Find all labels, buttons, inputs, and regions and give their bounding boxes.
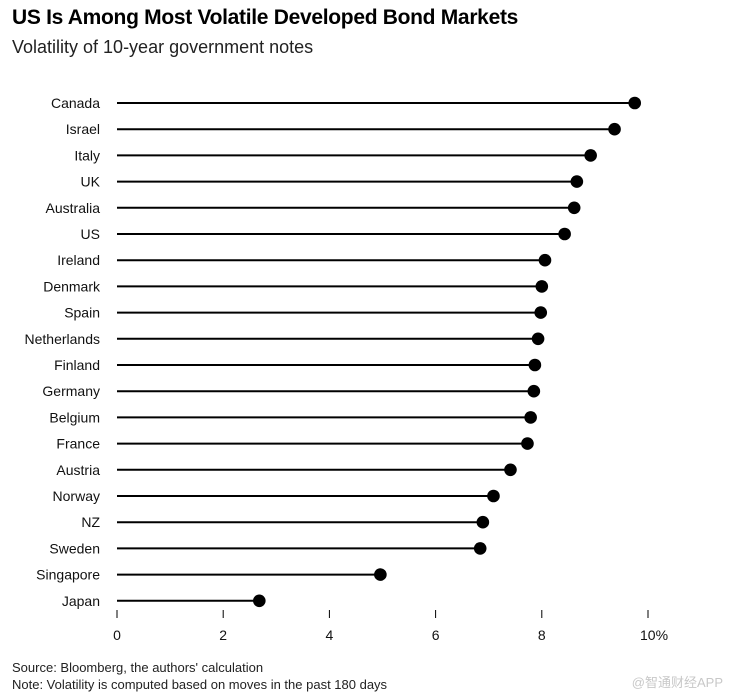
category-label: Ireland bbox=[57, 252, 100, 268]
lollipop-chart: Canada Israel Italy UK Australia US Ireland Den… bbox=[25, 95, 669, 643]
x-tick-label: 4 bbox=[326, 627, 334, 643]
x-tick-label: 8 bbox=[538, 627, 546, 643]
lollipop-point bbox=[567, 201, 581, 215]
lollipop-point bbox=[473, 542, 487, 555]
chart-title: US Is Among Most Volatile Developed Bond… bbox=[12, 6, 519, 29]
category-label: Denmark bbox=[43, 278, 101, 294]
lollipop-point bbox=[524, 411, 537, 424]
category-label: France bbox=[56, 436, 100, 452]
category-label: US bbox=[81, 226, 100, 242]
lollipop-point bbox=[534, 306, 548, 319]
lollipop-point bbox=[531, 332, 545, 346]
lollipop-point bbox=[487, 489, 500, 503]
lollipop-point bbox=[527, 384, 541, 398]
lollipop-point bbox=[253, 594, 266, 608]
category-label: Belgium bbox=[49, 409, 100, 425]
lollipop-point bbox=[535, 280, 549, 293]
x-tick-label: 2 bbox=[219, 627, 227, 643]
category-label: Israel bbox=[66, 121, 100, 137]
lollipop-point bbox=[521, 437, 534, 450]
watermark: @智通财经APP bbox=[631, 675, 723, 690]
category-label: UK bbox=[81, 174, 101, 190]
chart-subtitle: Volatility of 10-year government notes bbox=[12, 37, 314, 57]
category-label: Singapore bbox=[36, 567, 100, 583]
lollipop-point bbox=[570, 175, 584, 188]
x-tick-label: 10% bbox=[640, 627, 668, 643]
lollipop-point bbox=[374, 568, 387, 581]
category-label: Canada bbox=[51, 95, 100, 111]
category-label: Finland bbox=[54, 357, 100, 373]
lollipop-point bbox=[628, 96, 642, 110]
category-label: NZ bbox=[81, 514, 100, 530]
category-label: Italy bbox=[74, 147, 100, 163]
lollipop-point bbox=[528, 358, 542, 372]
x-tick-label: 6 bbox=[432, 627, 440, 643]
category-label: Spain bbox=[64, 305, 100, 321]
category-label: Austria bbox=[56, 462, 100, 478]
category-label: Germany bbox=[42, 383, 100, 399]
lollipop-point bbox=[608, 122, 621, 136]
x-tick-label: 0 bbox=[113, 627, 121, 643]
category-label: Australia bbox=[46, 200, 101, 216]
lollipop-point bbox=[584, 149, 597, 162]
lollipop-point bbox=[476, 515, 490, 529]
category-label: Netherlands bbox=[25, 331, 101, 347]
lollipop-point bbox=[538, 253, 552, 267]
category-label: Sweden bbox=[49, 540, 100, 556]
lollipop-point bbox=[558, 227, 571, 241]
category-label: Japan bbox=[62, 593, 100, 609]
lollipop-point bbox=[504, 463, 517, 477]
source-note: Source: Bloomberg, the authors' calculat… bbox=[12, 660, 264, 675]
methodology-note: Note: Volatility is computed based on mo… bbox=[12, 677, 388, 692]
category-label: Norway bbox=[53, 488, 100, 504]
